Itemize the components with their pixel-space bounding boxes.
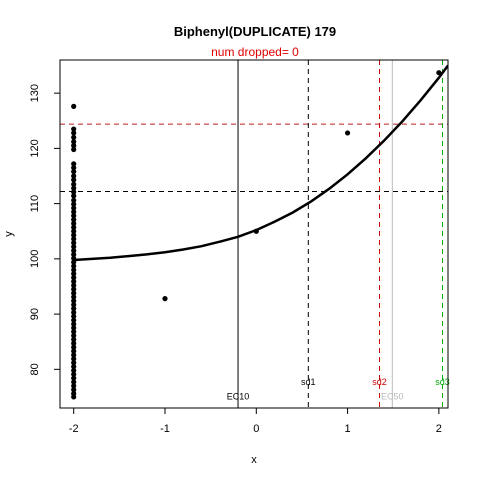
chart-title: Biphenyl(DUPLICATE) 179 (174, 24, 336, 39)
data-point (71, 271, 77, 277)
plot-area: EC10 sd1 sd2 EC50 sd3 -2 -1 0 1 2 80 90 100 110 120 130 (29, 60, 450, 435)
y-tick-label: 130 (29, 84, 41, 102)
data-point (71, 363, 77, 370)
data-point (71, 247, 77, 254)
data-point (71, 146, 77, 153)
data-point (71, 213, 77, 219)
x-tick-label: 2 (436, 423, 442, 435)
data-point (71, 134, 77, 140)
data-point (71, 329, 77, 335)
data-point (71, 161, 77, 167)
data-point (71, 298, 77, 304)
data-point (71, 375, 77, 381)
data-point (71, 305, 77, 312)
data-point (71, 275, 77, 281)
data-point (71, 143, 77, 149)
data-point (71, 177, 77, 183)
data-point (71, 244, 77, 250)
data-point (71, 240, 77, 246)
x-tick-label: 1 (345, 423, 351, 435)
data-point (71, 278, 77, 285)
data-point (71, 251, 77, 258)
y-tick-label: 90 (29, 308, 41, 320)
data-point (71, 294, 77, 300)
data-point (71, 209, 77, 215)
data-point (71, 205, 77, 211)
data-point (71, 344, 77, 350)
vline-label-sd1: sd1 (301, 377, 316, 387)
data-point (71, 290, 77, 296)
chart-subtitle: num dropped= 0 (211, 45, 299, 59)
data-point (71, 333, 77, 339)
data-point (71, 352, 77, 358)
vline-label-ec10: EC10 (227, 392, 250, 402)
data-point (71, 383, 77, 389)
data-point (436, 70, 442, 76)
data-point (71, 379, 77, 385)
data-point (71, 193, 77, 199)
data-point (71, 302, 77, 308)
data-point (71, 371, 77, 377)
vline-label-sd2: sd2 (372, 377, 387, 387)
data-point (71, 356, 77, 362)
data-point (71, 130, 77, 136)
data-point (71, 259, 77, 265)
data-point (71, 348, 77, 354)
data-point (71, 126, 77, 132)
data-point (344, 130, 351, 136)
data-point (71, 325, 77, 331)
data-point (71, 139, 77, 145)
data-point (71, 267, 77, 273)
y-axis-label: y (3, 231, 15, 237)
data-point (71, 309, 77, 316)
data-point (71, 263, 77, 269)
x-tick-label: 0 (253, 423, 259, 435)
plot-frame (59, 59, 449, 409)
data-point (71, 286, 77, 292)
vline-label-ec50: EC50 (381, 392, 404, 402)
x-axis-label: x (251, 454, 257, 466)
data-point (71, 173, 77, 179)
data-point (71, 313, 77, 319)
data-point (71, 168, 77, 175)
data-point (71, 165, 77, 171)
data-point (71, 387, 77, 393)
data-point (71, 232, 77, 238)
data-point (71, 181, 77, 187)
x-tick-label: -1 (160, 423, 170, 435)
data-point (253, 228, 259, 234)
x-tick-label: -2 (69, 423, 79, 435)
data-point (71, 103, 77, 109)
data-point (71, 394, 77, 400)
data-point (71, 367, 77, 374)
y-tick-label: 100 (29, 250, 41, 268)
data-point (71, 282, 77, 288)
data-point (71, 185, 77, 191)
data-point (71, 255, 77, 261)
data-point (71, 228, 77, 234)
y-tick-label: 120 (29, 139, 41, 157)
data-point (71, 321, 77, 327)
data-point (71, 197, 77, 203)
y-tick-label: 80 (29, 363, 41, 375)
data-point (71, 317, 77, 323)
data-point (71, 236, 77, 242)
data-point (71, 217, 77, 223)
data-point (71, 189, 77, 195)
data-point (71, 201, 77, 207)
data-point (71, 360, 77, 366)
data-point (71, 220, 77, 227)
vline-label-sd3: sd3 (435, 377, 450, 387)
plot-lines (60, 60, 448, 408)
y-tick-label: 110 (29, 195, 41, 213)
data-point (71, 224, 77, 230)
fit-curve (73, 64, 448, 262)
data-point (71, 340, 77, 346)
data-point (71, 336, 77, 343)
data-point (162, 296, 168, 302)
